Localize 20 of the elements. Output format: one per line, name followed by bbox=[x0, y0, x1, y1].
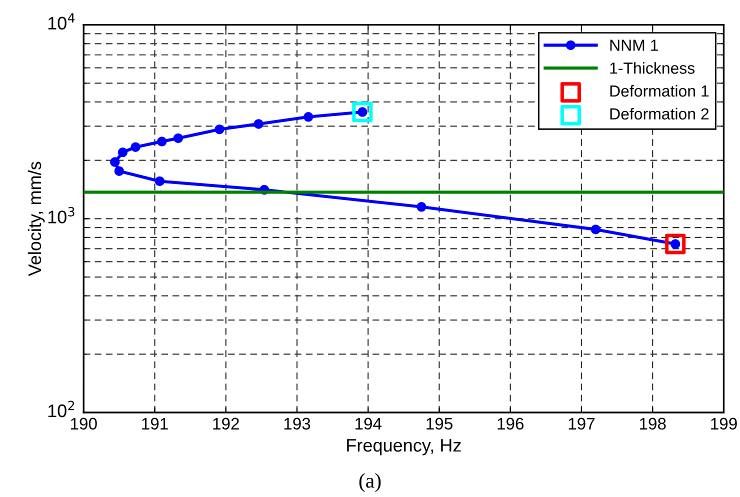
legend-label: Deformation 2 bbox=[610, 108, 709, 120]
x-tick-label: 193 bbox=[284, 418, 310, 430]
y-tick-label: 10$^{4}$ bbox=[48, 13, 75, 30]
text: (a) bbox=[359, 473, 381, 492]
legend-label: 1-Thickness bbox=[610, 62, 695, 74]
y-tick-label: 10$^{2}$ bbox=[48, 400, 74, 418]
x-tick-label: 199 bbox=[711, 418, 737, 430]
legend-label: Deformation 1 bbox=[610, 84, 709, 97]
y-axis-title: Velocity, mm/s bbox=[28, 162, 45, 276]
x-tick-label: 197 bbox=[568, 418, 595, 430]
x-axis-title: Frequency, Hz bbox=[347, 439, 461, 456]
x-tick-label: 190 bbox=[70, 418, 97, 430]
x-tick-label: 198 bbox=[640, 418, 666, 430]
x-tick-label: 192 bbox=[213, 418, 239, 430]
y-tick-label: 10$^{3}$ bbox=[48, 206, 74, 224]
x-tick-label: 196 bbox=[498, 418, 524, 430]
x-tick-label: 194 bbox=[355, 418, 382, 430]
legend-label: NNM 1 bbox=[610, 40, 658, 51]
x-tick-label: 195 bbox=[426, 418, 452, 430]
x-tick-label: 191 bbox=[142, 418, 168, 430]
